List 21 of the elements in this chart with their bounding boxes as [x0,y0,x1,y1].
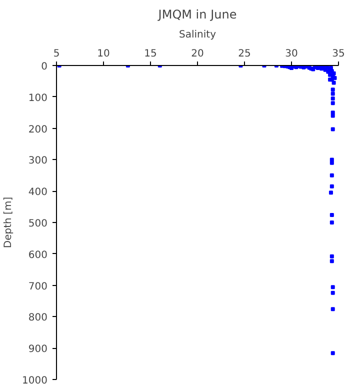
y-tick-label: 1000 [22,376,48,384]
x-tick-label: 25 [238,48,251,60]
y-tick-label: 300 [28,156,48,167]
x-axis-title: Salinity [179,30,216,40]
y-tick-label: 800 [28,312,48,324]
x-tick-label: 15 [144,48,157,60]
x-tick-label: 35 [332,48,345,60]
y-axis-title: Depth [m] [3,196,14,248]
y-tick-label: 700 [28,281,48,292]
y-tick-label: 500 [28,218,48,230]
y-tick-label: 600 [28,250,48,261]
y-tick-label: 100 [28,92,48,104]
y-tick-label: 200 [28,124,48,136]
y-tick-label: 400 [28,187,48,198]
x-tick-label: 10 [97,48,110,60]
x-tick-label: 20 [191,48,204,60]
x-tick-label: 5 [53,48,60,60]
x-tick-label: 30 [285,48,298,60]
y-tick-label: 900 [28,344,48,356]
y-tick-label: 0 [41,62,48,72]
chart-title: JMQM in June [157,8,237,22]
